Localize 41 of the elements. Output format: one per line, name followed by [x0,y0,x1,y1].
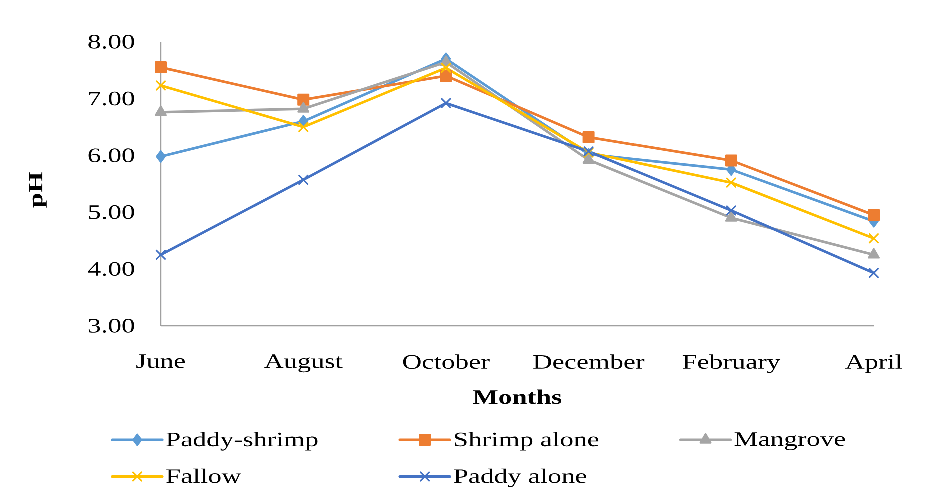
legend-label: Mangrove [734,432,846,450]
point [726,206,736,216]
y-axis-title: pH [29,172,47,208]
point [298,102,310,113]
point [868,248,880,259]
legend-label: Paddy alone [454,468,586,488]
point [298,122,309,132]
point [155,106,167,116]
point [156,80,166,91]
point [441,63,452,74]
point [298,174,309,186]
x-tick-label: February [682,354,781,374]
legend-label: Paddy-shrimp [166,432,318,451]
point [156,150,166,164]
point [155,62,167,74]
y-tick-label: 6.00 [88,148,134,163]
legend-label: Shrimp alone [455,432,599,451]
point [582,153,595,164]
point [868,233,880,244]
x-tick-label: April [845,354,902,374]
point [725,211,738,222]
point [440,70,452,82]
y-tick-label: 5.00 [89,205,134,220]
x-tick-label: October [403,354,490,370]
y-tick-label: 7.00 [89,92,134,106]
point [726,178,736,188]
x-axis-title: Months [473,390,562,404]
point [156,250,166,260]
point [868,268,880,278]
y-tick-label: 3.00 [88,319,134,333]
x-tick-label: December [534,354,645,370]
y-tick-label: 8.00 [88,35,134,49]
x-tick-label: June [136,354,186,368]
point [582,131,595,144]
point [725,154,738,167]
point [868,209,880,222]
point [441,98,452,108]
x-tick-label: August [264,354,343,373]
y-tick-label: 4.00 [88,262,134,276]
legend-label: Fallow [166,468,242,484]
point [298,94,310,106]
